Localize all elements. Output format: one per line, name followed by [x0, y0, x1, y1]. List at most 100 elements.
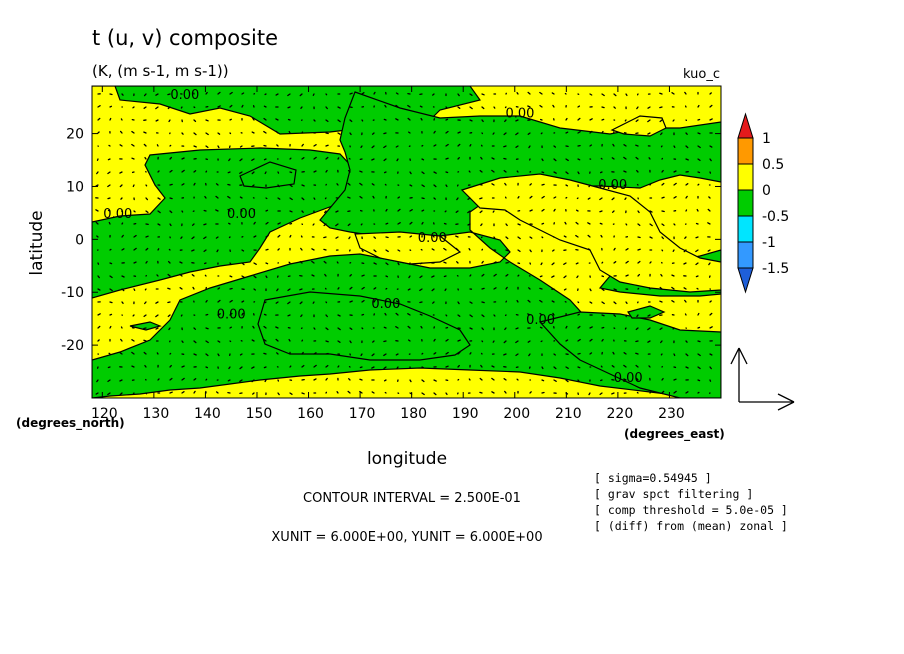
vector-arrow [697, 312, 700, 316]
vector-arrow [276, 352, 279, 355]
vector-arrow [707, 249, 711, 252]
vector-arrow [709, 366, 712, 370]
contour-label: 0.00 [371, 297, 400, 312]
vector-arrow [348, 236, 351, 240]
vector-arrow [373, 236, 377, 239]
vector-arrow [539, 104, 543, 108]
vector-arrow [685, 158, 689, 161]
x-axis-label: longitude [367, 449, 447, 469]
x-tick-label: 160 [297, 406, 324, 422]
vector-arrow [337, 132, 341, 135]
vector-arrow [252, 184, 255, 187]
vector-arrow [575, 221, 579, 225]
vector-arrow [397, 222, 401, 225]
vector-arrow [313, 144, 317, 147]
vector-arrow [385, 287, 388, 290]
vector-arrow [673, 145, 676, 148]
vector-arrow [107, 209, 111, 212]
vector-arrow [95, 209, 99, 212]
vector-arrow [637, 260, 641, 264]
vector-arrow [493, 287, 497, 290]
vector-arrow [395, 145, 399, 148]
vector-arrow [601, 275, 605, 278]
vector-arrow [361, 286, 365, 290]
vector-arrow [95, 221, 99, 225]
contour-label: 0.00 [217, 308, 246, 323]
vector-arrow [493, 261, 497, 264]
vector-arrow [181, 391, 185, 394]
vector-arrow [577, 313, 580, 316]
vector-arrow [481, 106, 485, 110]
vector-arrow [659, 106, 663, 109]
vector-arrow [325, 364, 329, 368]
vector-arrow [443, 275, 447, 278]
vector-arrow [143, 339, 147, 342]
vector-arrow [625, 223, 628, 226]
case-label: kuo_c [683, 67, 720, 82]
vector-arrow [564, 221, 567, 225]
vector-arrow [685, 209, 688, 212]
vector-arrow [239, 353, 243, 356]
vector-arrow [205, 366, 209, 369]
vector-arrow [527, 299, 531, 303]
vector-arrow [228, 366, 231, 370]
vector-arrow [433, 338, 436, 342]
x-tick-label: 200 [503, 406, 530, 422]
vector-arrow [625, 93, 628, 97]
vector-arrow [587, 248, 591, 251]
vector-arrow [168, 119, 171, 123]
vector-arrow [300, 106, 303, 109]
vector-arrow [445, 351, 449, 355]
vector-arrow [263, 144, 267, 147]
vector-arrow [684, 236, 687, 239]
vector-arrow [348, 378, 351, 381]
vector-arrow [599, 184, 603, 188]
chart-title: t (u, v) composite [92, 26, 278, 50]
colorbar-box [737, 137, 754, 165]
vector-arrow [493, 273, 497, 277]
vector-arrow [120, 338, 123, 342]
vector-arrow [97, 288, 101, 291]
vector-arrow [624, 327, 627, 330]
vector-arrow [433, 352, 437, 355]
vector-arrow [167, 106, 171, 110]
vector-arrow [515, 132, 519, 136]
negative-region-south [257, 291, 471, 361]
vector-arrow [383, 326, 387, 329]
vector-arrow [181, 210, 184, 213]
vector-arrow [469, 119, 473, 122]
vector-arrow [337, 157, 340, 160]
vector-arrow [503, 353, 507, 356]
vector-arrow [325, 132, 329, 135]
vector-arrow [589, 144, 593, 147]
vector-arrow [252, 117, 255, 121]
vector-arrow [253, 235, 257, 238]
vector-arrow [383, 366, 387, 370]
vector-arrow [97, 339, 100, 342]
vector-arrow [659, 92, 663, 95]
vector-arrow [181, 183, 185, 186]
vector-arrow [661, 249, 664, 252]
vector-arrow [325, 156, 329, 160]
vector-arrow [215, 391, 219, 394]
vector-arrow [553, 366, 557, 370]
vector-arrow [661, 236, 664, 240]
vector-arrow [431, 288, 435, 292]
vector-arrow [492, 132, 495, 135]
vector-arrow [313, 156, 317, 160]
vector-arrow [191, 249, 195, 252]
vector-arrow [169, 169, 173, 173]
vector-arrow [479, 197, 483, 200]
vector-arrow [491, 157, 495, 160]
vector-arrow [288, 261, 291, 264]
vector-arrow [384, 391, 387, 394]
vector-arrow [635, 119, 639, 123]
vector-arrow [251, 339, 255, 342]
vector-arrow [349, 300, 353, 303]
vector-arrow [347, 182, 351, 186]
vector-arrow [577, 158, 581, 161]
vector-arrow [637, 273, 641, 277]
vector-arrow [229, 275, 233, 278]
vector-arrow [697, 104, 700, 108]
